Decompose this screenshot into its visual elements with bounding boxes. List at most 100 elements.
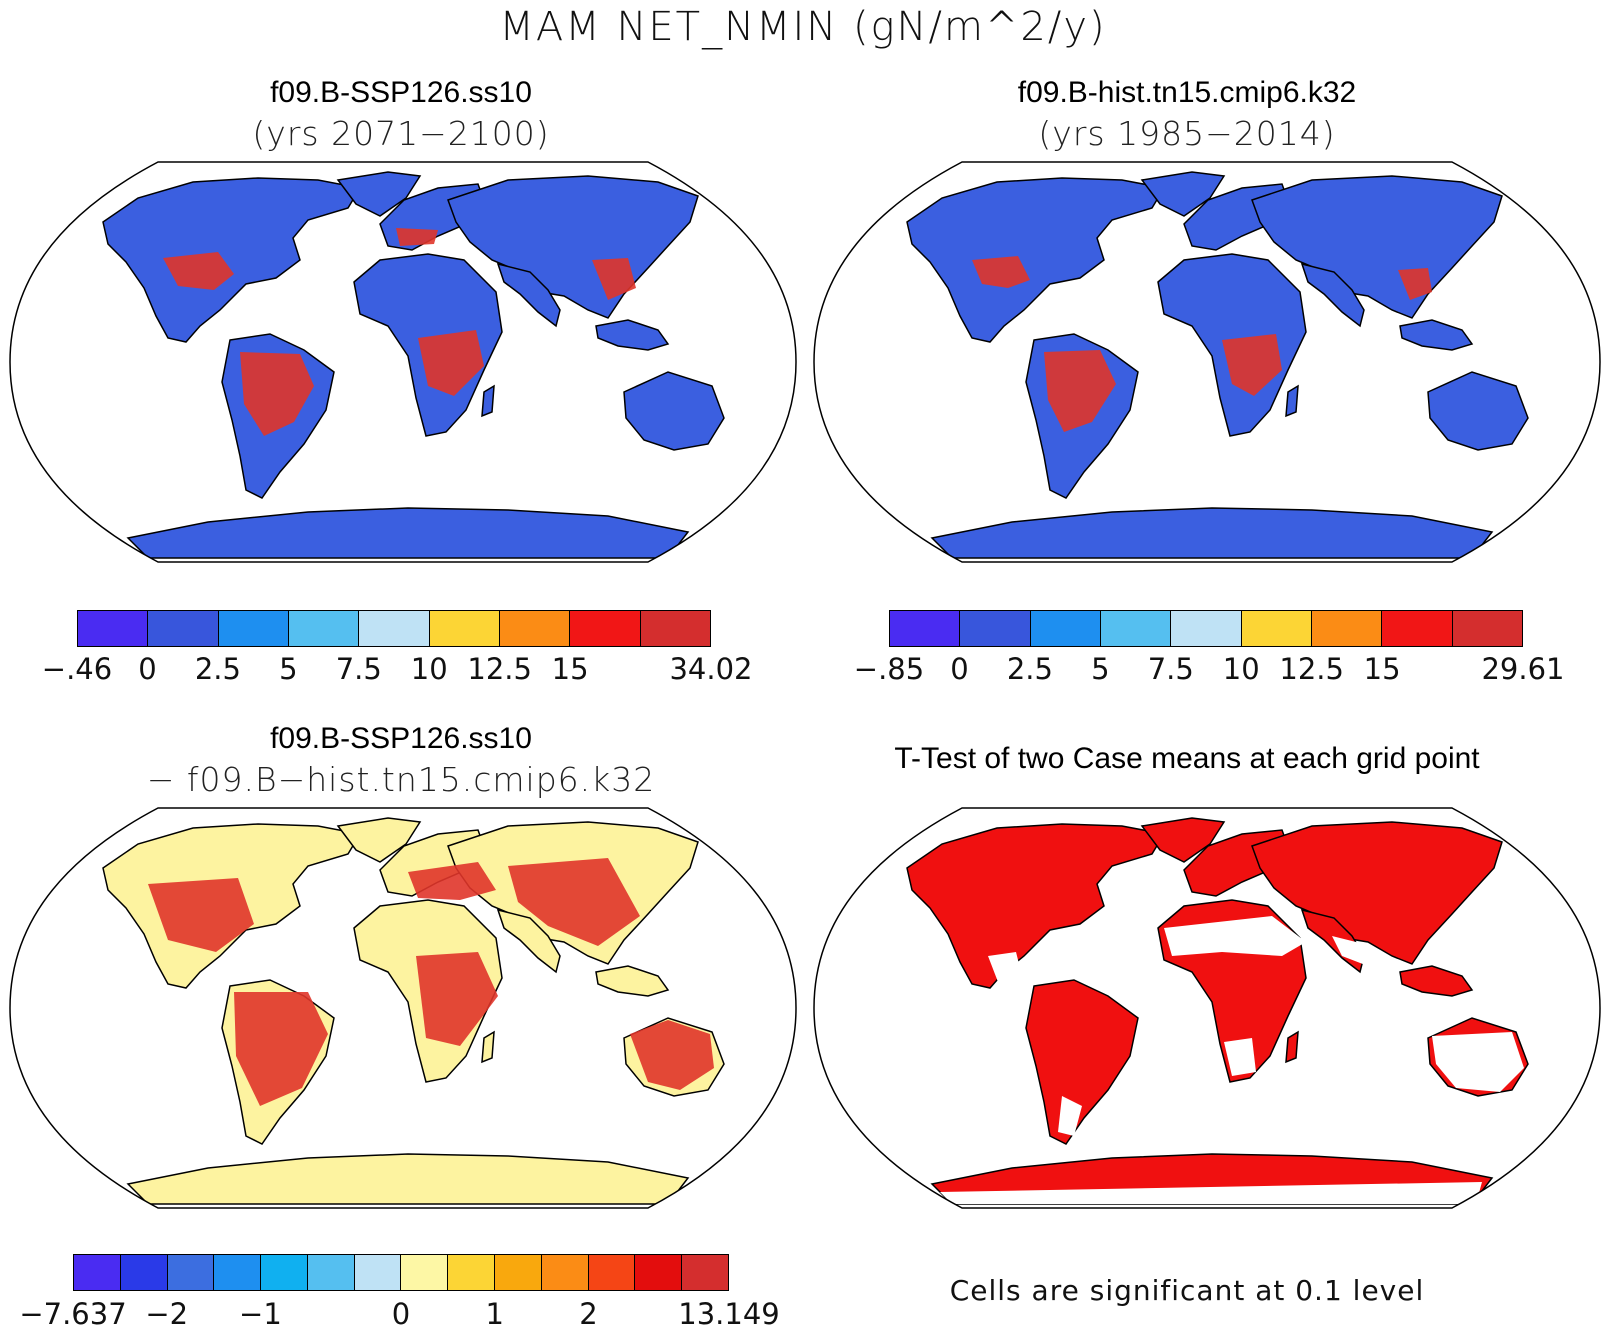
colorbar-cell — [635, 1255, 683, 1290]
panel4-title: T-Test of two Case means at each grid po… — [894, 742, 1480, 775]
colorbar-tick-label: −.46 — [41, 652, 113, 686]
land-greenland — [1140, 817, 1226, 863]
colorbar-tick-label: 2 — [579, 1297, 598, 1331]
colorbar-tick-label: 10 — [410, 652, 448, 686]
colorbar-cell — [120, 1255, 168, 1290]
colorbar-cell — [307, 1255, 355, 1290]
high-value-region — [240, 352, 314, 436]
colorbar-tick-label: 15 — [551, 652, 589, 686]
panel2-colorbar — [889, 610, 1523, 647]
land-madagascar — [1285, 1030, 1299, 1064]
colorbar-tick-label: 0 — [138, 652, 157, 686]
colorbar-cell — [1311, 611, 1383, 646]
colorbar-tick-label: 15 — [1363, 652, 1401, 686]
colorbar-cell — [448, 1255, 496, 1290]
land-asia — [1251, 821, 1503, 965]
land-arabia-india — [496, 262, 561, 328]
not-significant-region — [988, 952, 1022, 982]
colorbar-cell — [74, 1255, 121, 1290]
land-north-america — [906, 177, 1166, 343]
land-antarctica — [126, 1153, 690, 1205]
colorbar-tick-label: 7.5 — [335, 652, 382, 686]
colorbar-cell — [218, 611, 289, 646]
land-australia — [1427, 371, 1529, 451]
colorbar-tick-label: 2.5 — [194, 652, 241, 686]
colorbar-cell — [78, 611, 149, 646]
panel3-title: f09.B-SSP126.ss10 — [270, 722, 532, 755]
colorbar-tick-label: 7.5 — [1147, 652, 1194, 686]
colorbar-tick-label: −2 — [145, 1297, 189, 1331]
land-south-america — [1025, 979, 1139, 1145]
panel2-subtitle: (yrs 1985−2014) — [1038, 114, 1336, 153]
land-greenland — [336, 171, 422, 217]
high-value-region — [416, 952, 498, 1046]
colorbar-tick-label: −.85 — [853, 652, 925, 686]
not-significant-region — [1058, 1096, 1082, 1136]
colorbar-cell — [588, 1255, 636, 1290]
high-value-region — [396, 228, 438, 246]
colorbar-cell — [429, 611, 500, 646]
panel1-title: f09.B-SSP126.ss10 — [270, 76, 532, 109]
land-antarctica — [930, 507, 1494, 559]
not-significant-region — [1224, 1038, 1256, 1076]
land-asia — [1251, 175, 1503, 319]
high-value-region — [418, 330, 484, 396]
colorbar-cell — [890, 611, 961, 646]
land-north-america — [102, 177, 362, 343]
colorbar-tick-label: −7.637 — [19, 1297, 127, 1331]
land-north-america — [906, 823, 1166, 989]
colorbar-tick-label: 34.02 — [669, 652, 753, 686]
land-madagascar — [481, 1030, 495, 1064]
land-arabia-india — [496, 908, 561, 974]
land-indonesia — [1399, 319, 1474, 351]
land-greenland — [1140, 171, 1226, 217]
panel2-colorbar-ticks: −.85 0 2.5 5 7.5 10 12.5 15 29.61 — [812, 652, 1606, 692]
land-asia — [447, 175, 699, 319]
colorbar-cell — [1382, 611, 1453, 646]
map-border — [813, 807, 1601, 1209]
colorbar-cell — [640, 611, 710, 646]
panel2-map — [813, 161, 1601, 563]
colorbar-tick-label: 13.149 — [678, 1297, 780, 1331]
significance-note: Cells are significant at 0.1 level — [949, 1274, 1425, 1307]
land-indonesia — [595, 965, 670, 997]
colorbar-cell — [401, 1255, 449, 1290]
colorbar-cell — [495, 1255, 542, 1290]
figure-title: MAM NET_NMIN (gN/m^2/y) — [499, 4, 1107, 50]
land-indonesia — [1399, 965, 1474, 997]
high-value-region — [234, 992, 328, 1106]
high-value-region — [408, 862, 496, 900]
colorbar-cell — [1100, 611, 1172, 646]
colorbar-tick-label: 5 — [1091, 652, 1110, 686]
colorbar-cell — [359, 611, 430, 646]
map-border — [9, 161, 797, 563]
panel3-colorbar-ticks: −7.637 −2 −1 0 1 2 13.149 — [0, 1297, 803, 1331]
not-significant-region — [940, 1182, 1482, 1204]
panel3-map — [9, 807, 797, 1209]
colorbar-tick-label: 0 — [391, 1297, 411, 1331]
high-value-region — [1398, 268, 1432, 300]
panel1-map — [9, 161, 797, 563]
map-border — [9, 807, 797, 1209]
colorbar-cell — [499, 611, 571, 646]
colorbar-cell — [214, 1255, 262, 1290]
panel3-subtitle: − f09.B−hist.tn15.cmip6.k32 — [146, 760, 656, 799]
panel4-map — [813, 807, 1601, 1209]
panel1-subtitle: (yrs 2071−2100) — [252, 114, 550, 153]
panel2-title: f09.B-hist.tn15.cmip6.k32 — [1017, 76, 1357, 109]
high-value-region — [148, 878, 254, 952]
land-madagascar — [481, 384, 495, 418]
panel1-colorbar — [77, 610, 711, 647]
high-value-region — [508, 858, 640, 946]
colorbar-cell — [261, 1255, 308, 1290]
colorbar-tick-label: 12.5 — [467, 652, 532, 686]
high-value-region — [163, 252, 234, 290]
colorbar-cell — [541, 1255, 589, 1290]
colorbar-tick-label: 0 — [950, 652, 969, 686]
land-greenland — [336, 817, 422, 863]
high-value-region — [592, 258, 636, 300]
not-significant-region — [1432, 1032, 1524, 1092]
colorbar-cell — [148, 611, 219, 646]
colorbar-cell — [1241, 611, 1312, 646]
land-antarctica — [126, 507, 690, 559]
